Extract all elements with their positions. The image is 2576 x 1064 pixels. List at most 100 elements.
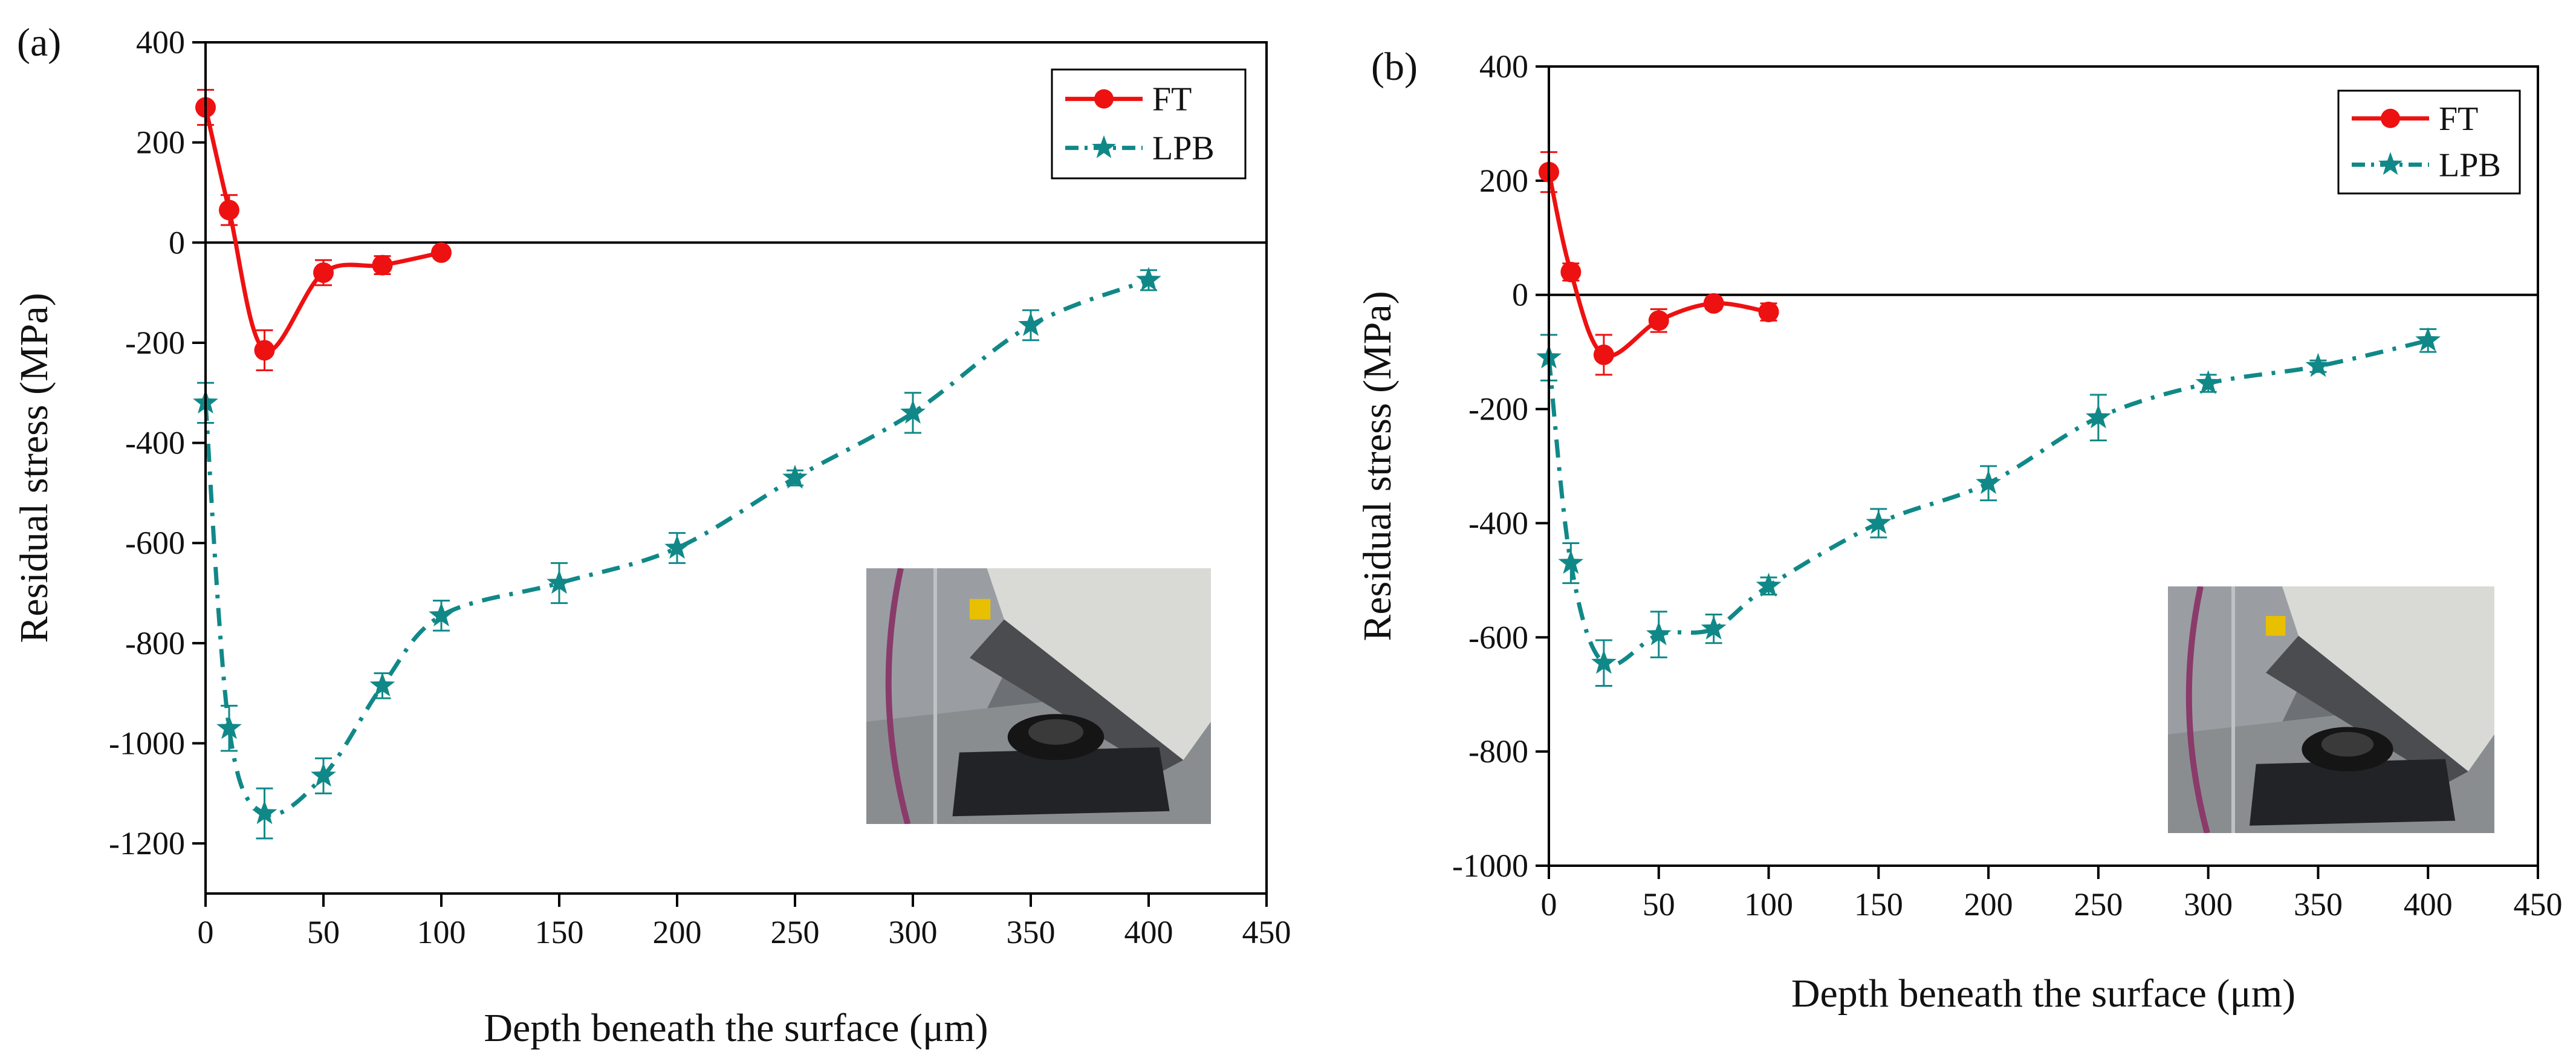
point-b-lpb-50 [1646,621,1672,646]
point-a-lpb-200 [664,534,690,559]
y-tick-label-a-200: 200 [136,125,185,161]
inset-photo-b [2168,586,2494,833]
series-b-lpb [1536,327,2441,687]
y-tick-label-a--1000: -1000 [109,725,185,762]
point-b-lpb-150 [1866,510,1892,534]
point-b-ft-100 [1758,302,1779,323]
series-line-b-lpb [1546,338,2428,668]
x-axis-title-b: Depth beneath the surface (μm) [1791,972,2295,1016]
y-tick-label-b--800: -800 [1468,733,1528,770]
x-tick-label-b-250: 250 [2074,886,2123,923]
legend-b: FT LPB [2337,89,2521,195]
x-tick-label-b-450: 450 [2514,886,2563,923]
legend-marker-a-ft [1094,89,1114,109]
legend-label-b-lpb: LPB [2439,146,2501,184]
series-b-ft [1539,151,1779,376]
plot-frame-a [204,41,1268,895]
point-b-lpb-350 [2305,352,2331,377]
x-tick-label-b-400: 400 [2404,886,2453,923]
point-b-lpb-75 [1701,615,1727,640]
x-tick-label-b-100: 100 [1744,886,1793,923]
y-tick-label-b-400: 400 [1479,48,1528,85]
x-tick-label-b-200: 200 [1964,886,2013,923]
point-b-lpb-250 [2086,404,2111,429]
y-tick-label-b--200: -200 [1468,391,1528,427]
x-tick-label-b-350: 350 [2294,886,2343,923]
x-axis-title-a: Depth beneath the surface (μm) [484,1006,988,1050]
point-b-lpb-25 [1591,649,1617,674]
x-tick-label-a-100: 100 [417,914,466,950]
point-a-lpb-75 [369,672,395,697]
x-tick-label-a-400: 400 [1124,914,1173,950]
plot-frame-b [1548,65,2539,867]
y-tick-label-b--1000: -1000 [1452,848,1528,884]
x-tick-label-a-450: 450 [1242,914,1291,950]
legend-marker-b-ft [2381,108,2400,128]
legend-label-a-ft: FT [1152,81,1192,118]
point-a-lpb-250 [782,464,808,489]
y-axis-title-b: Residual stress (MPa) [1355,291,1400,641]
point-b-lpb-100 [1756,573,1782,597]
point-b-ft-50 [1648,310,1669,331]
x-tick-label-a-350: 350 [1007,914,1056,950]
point-a-ft-75 [372,255,393,276]
y-axis-title-a: Residual stress (MPa) [12,293,56,643]
point-b-lpb-300 [2195,370,2221,394]
x-tick-label-a-300: 300 [889,914,938,950]
point-a-ft-25 [254,340,275,361]
point-b-ft-75 [1703,293,1724,314]
legend-box-a [1051,68,1247,180]
y-tick-label-a--800: -800 [125,625,185,661]
y-tick-label-a--400: -400 [125,425,185,461]
series-line-a-lpb [203,278,1150,817]
chart-panel-b: (b) 0 50 100 150 200 250 300 350 400 450 400 200 0 -2… [1355,45,2563,1016]
point-a-lpb-150 [547,569,572,594]
point-a-lpb-10 [216,715,242,739]
y-tick-label-b-200: 200 [1479,163,1528,199]
legend-a: FT LPB [1051,68,1247,180]
point-a-ft-50 [313,262,334,283]
point-a-lpb-100 [429,602,454,627]
x-tick-label-a-250: 250 [771,914,820,950]
series-a-ft [195,89,452,371]
y-tick-label-a--1200: -1200 [109,825,185,861]
chart-panel-a: (a) 0 50 100 150 200 250 300 350 400 450 400 200 0 -2… [12,21,1291,1050]
point-a-lpb-350 [1018,312,1043,336]
point-b-lpb-200 [1976,470,2001,495]
x-tick-label-a-0: 0 [198,914,214,950]
y-tick-label-a-400: 400 [136,24,185,60]
x-tick-label-a-150: 150 [535,914,584,950]
inset-photo-a [866,568,1211,824]
series-line-a-ft [203,106,442,354]
point-a-lpb-25 [251,800,277,825]
y-tick-label-b--400: -400 [1468,505,1528,541]
y-tick-label-a--600: -600 [125,525,185,561]
x-tick-label-a-50: 50 [307,914,340,950]
x-tick-label-b-150: 150 [1854,886,1903,923]
x-tick-label-b-0: 0 [1541,886,1557,923]
panel-label-b: (b) [1371,45,1418,89]
legend-label-a-lpb: LPB [1152,130,1215,167]
legend-marker-a-lpb [1092,135,1116,158]
point-a-ft-100 [431,242,452,263]
y-tick-label-a--200: -200 [125,325,185,361]
x-tick-label-b-300: 300 [2184,886,2233,923]
point-a-ft-10 [219,199,239,221]
panel-label-a: (a) [17,21,61,65]
legend-marker-b-lpb [2378,152,2402,175]
y-tick-label-b--600: -600 [1468,619,1528,655]
y-tick-label-b-0: 0 [1512,277,1528,313]
point-a-lpb-400 [1136,267,1161,291]
series-a-lpb [193,267,1161,840]
point-b-ft-25 [1593,344,1614,365]
point-a-lpb-300 [900,399,926,424]
x-tick-label-b-50: 50 [1643,886,1675,923]
legend-label-b-ft: FT [2439,100,2478,138]
x-tick-label-a-200: 200 [653,914,702,950]
legend-box-b [2337,89,2521,195]
point-b-lpb-10 [1558,550,1584,574]
point-b-ft-10 [1560,261,1582,282]
y-tick-label-a-0: 0 [169,224,185,261]
point-a-lpb-50 [311,762,336,787]
